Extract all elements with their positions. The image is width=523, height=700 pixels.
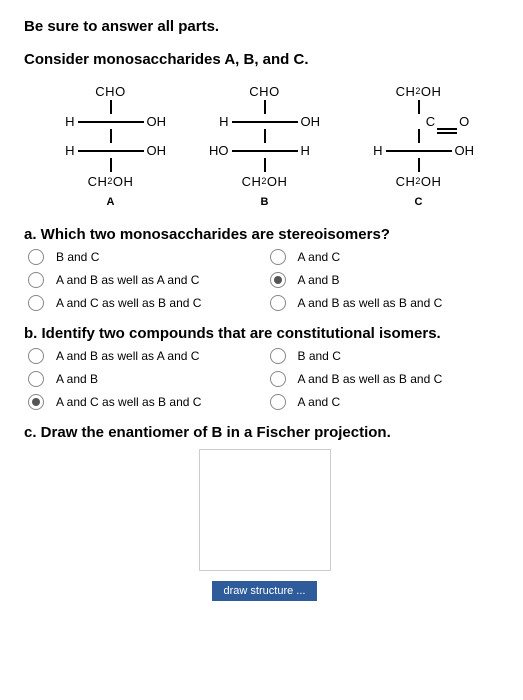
heading-text: Consider monosaccharides A, B, and C.	[24, 51, 505, 68]
qa-option-label-1: A and C	[298, 250, 506, 264]
bond-line	[232, 150, 264, 152]
mol-a-label: A	[107, 196, 115, 208]
mol-a-top: CHO	[95, 82, 125, 100]
qa-option-label-4: A and C as well as B and C	[56, 296, 264, 310]
draw-canvas[interactable]	[199, 449, 331, 571]
qb-option-label-0: A and B as well as A and C	[56, 349, 264, 363]
mol-c-fischer: C O H OH	[357, 100, 481, 172]
mol-b-label: B	[261, 196, 269, 208]
bond-line	[264, 158, 266, 172]
mol-c-ketone: C O	[368, 114, 470, 129]
mol-c-bottom: CH2OH	[396, 172, 442, 190]
mol-c-label: C	[415, 196, 423, 208]
qa-radio-3[interactable]	[270, 272, 286, 288]
molecule-b: CHO H OH HO H CH2OH B	[203, 82, 327, 208]
qa-radio-1[interactable]	[270, 249, 286, 265]
mol-b-row2: HO H	[203, 143, 327, 158]
bond-line	[420, 150, 452, 152]
qa-radio-5[interactable]	[270, 295, 286, 311]
question-c-prompt: c. Draw the enantiomer of B in a Fischer…	[24, 424, 505, 441]
mol-b-r2-right: H	[298, 143, 327, 158]
mol-c-r1-left: H	[357, 143, 386, 158]
mol-b-r1-right: OH	[298, 114, 327, 129]
qa-option-label-5: A and B as well as B and C	[298, 296, 506, 310]
qb-radio-3[interactable]	[270, 371, 286, 387]
bond-line	[418, 100, 420, 114]
mol-a-fischer: H OH H OH	[49, 100, 173, 172]
mol-b-fischer: H OH HO H	[203, 100, 327, 172]
bond-line	[418, 129, 420, 143]
qa-option-label-3: A and B	[298, 273, 506, 287]
bond-line	[110, 100, 112, 114]
question-a-prompt: a. Which two monosaccharides are stereoi…	[24, 226, 505, 243]
qb-option-label-3: A and B as well as B and C	[298, 372, 506, 386]
mol-c-top: CH2OH	[396, 82, 442, 100]
draw-button-wrap: draw structure ...	[24, 581, 505, 601]
qb-option-label-2: A and B	[56, 372, 264, 386]
draw-structure-button[interactable]: draw structure ...	[212, 581, 318, 601]
qb-radio-0[interactable]	[28, 348, 44, 364]
mol-a-row2: H OH	[49, 143, 173, 158]
bond-line	[112, 121, 144, 123]
qa-option-label-2: A and B as well as A and C	[56, 273, 264, 287]
mol-a-row1: H OH	[49, 114, 173, 129]
bond-line	[266, 121, 298, 123]
bond-line	[78, 150, 110, 152]
bond-line	[264, 100, 266, 114]
qb-option-label-4: A and C as well as B and C	[56, 395, 264, 409]
mol-c-r1-right: OH	[452, 143, 481, 158]
qa-radio-4[interactable]	[28, 295, 44, 311]
qb-option-label-5: A and C	[298, 395, 506, 409]
molecule-c: CH2OH C O H OH CH2OH C	[357, 82, 481, 208]
qb-radio-4[interactable]	[28, 394, 44, 410]
mol-b-top: CHO	[249, 82, 279, 100]
mol-b-r2-left: HO	[203, 143, 232, 158]
bond-line	[110, 129, 112, 143]
mol-a-r2-right: OH	[144, 143, 173, 158]
mol-b-row1: H OH	[203, 114, 327, 129]
bond-line	[112, 150, 144, 152]
bond-line	[418, 158, 420, 172]
bond-line	[264, 129, 266, 143]
question-b-prompt: b. Identify two compounds that are const…	[24, 325, 505, 342]
molecule-a: CHO H OH H OH CH2OH A	[49, 82, 173, 208]
mol-b-r1-left: H	[203, 114, 232, 129]
qa-option-label-0: B and C	[56, 250, 264, 264]
bond-line	[110, 158, 112, 172]
question-a-options: B and C A and C A and B as well as A and C…	[28, 249, 505, 311]
mol-a-bottom: CH2OH	[88, 172, 134, 190]
question-b-options: A and B as well as A and C B and C A and B…	[28, 348, 505, 410]
qb-radio-2[interactable]	[28, 371, 44, 387]
mol-a-r1-right: OH	[144, 114, 173, 129]
qb-radio-5[interactable]	[270, 394, 286, 410]
bond-line	[266, 150, 298, 152]
bond-line	[386, 150, 418, 152]
qa-radio-0[interactable]	[28, 249, 44, 265]
bond-line	[78, 121, 110, 123]
instruction-text: Be sure to answer all parts.	[24, 18, 505, 35]
mol-a-r1-left: H	[49, 114, 78, 129]
mol-a-r2-left: H	[49, 143, 78, 158]
structures-row: CHO H OH H OH CH2OH A CHO	[24, 82, 505, 208]
mol-c-ketone-c: C	[426, 114, 435, 129]
bond-line	[232, 121, 264, 123]
qa-radio-2[interactable]	[28, 272, 44, 288]
qb-option-label-1: B and C	[298, 349, 506, 363]
mol-c-row1: H OH	[357, 143, 481, 158]
qb-radio-1[interactable]	[270, 348, 286, 364]
mol-c-ketone-o: O	[459, 114, 469, 129]
mol-b-bottom: CH2OH	[242, 172, 288, 190]
